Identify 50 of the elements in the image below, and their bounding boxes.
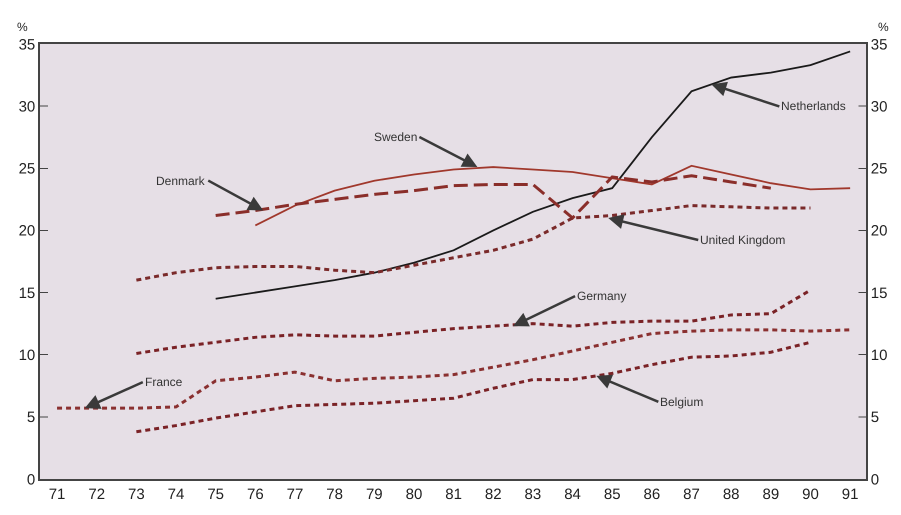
x-tick-label: 71: [48, 486, 66, 503]
y2-tick-label: 15: [870, 284, 888, 302]
annotation: Belgium: [660, 395, 704, 409]
line-series: [56, 328, 852, 410]
y-tick-label: 5: [26, 409, 36, 426]
line-series: [214, 174, 772, 220]
x-tick-label: 83: [524, 486, 542, 503]
x-tick-label: 76: [246, 486, 264, 503]
x-tick-label: 72: [88, 486, 106, 503]
y-tick-label: 35: [18, 36, 36, 54]
line-series: [134, 204, 812, 282]
annotation: Germany: [577, 289, 626, 303]
y-tick-label: 25: [18, 160, 36, 178]
x-tick-label: 78: [326, 486, 343, 503]
y2-tick-label: 20: [870, 222, 888, 240]
x-tick-label: 91: [842, 486, 858, 503]
x-tick-label: 81: [445, 486, 462, 503]
x-tick-label: 77: [286, 486, 304, 503]
y-axis-title: %: [17, 20, 28, 34]
y-tick-label: 30: [18, 98, 36, 116]
x-tick-label: 86: [644, 486, 660, 503]
x-tick-label: 82: [484, 486, 502, 503]
y-tick-label: 0: [26, 471, 36, 488]
x-tick-label: 85: [604, 486, 621, 503]
line-series: [254, 164, 852, 226]
annotation: Sweden: [374, 130, 418, 144]
y2-tick-label: 35: [870, 36, 888, 54]
y2-axis-title: %: [878, 20, 889, 34]
x-tick-label: 84: [564, 486, 581, 503]
x-tick-label: 73: [128, 486, 145, 503]
x-tick-label: 89: [762, 486, 780, 503]
y-tick-label: 20: [18, 222, 36, 240]
x-tick-label: 75: [207, 486, 224, 503]
x-tick-label: 90: [802, 486, 819, 503]
annotation: Denmark: [156, 174, 206, 188]
y2-tick-label: 10: [870, 346, 888, 364]
annotation: Netherlands: [781, 99, 846, 113]
y2-tick-label: 5: [870, 409, 880, 426]
annotation: France: [145, 375, 183, 389]
x-tick-label: 87: [683, 486, 700, 503]
y-tick-label: 10: [18, 346, 36, 364]
annotation: United Kingdom: [700, 233, 786, 247]
x-tick-label: 80: [406, 486, 422, 503]
y2-tick-label: 30: [870, 98, 888, 116]
y-tick-label: 15: [18, 284, 36, 302]
x-tick-label: 88: [722, 486, 740, 503]
y2-tick-label: 25: [870, 160, 888, 178]
x-tick-label: 79: [366, 486, 383, 503]
x-tick-label: 74: [168, 486, 184, 503]
y2-tick-label: 0: [870, 471, 880, 488]
